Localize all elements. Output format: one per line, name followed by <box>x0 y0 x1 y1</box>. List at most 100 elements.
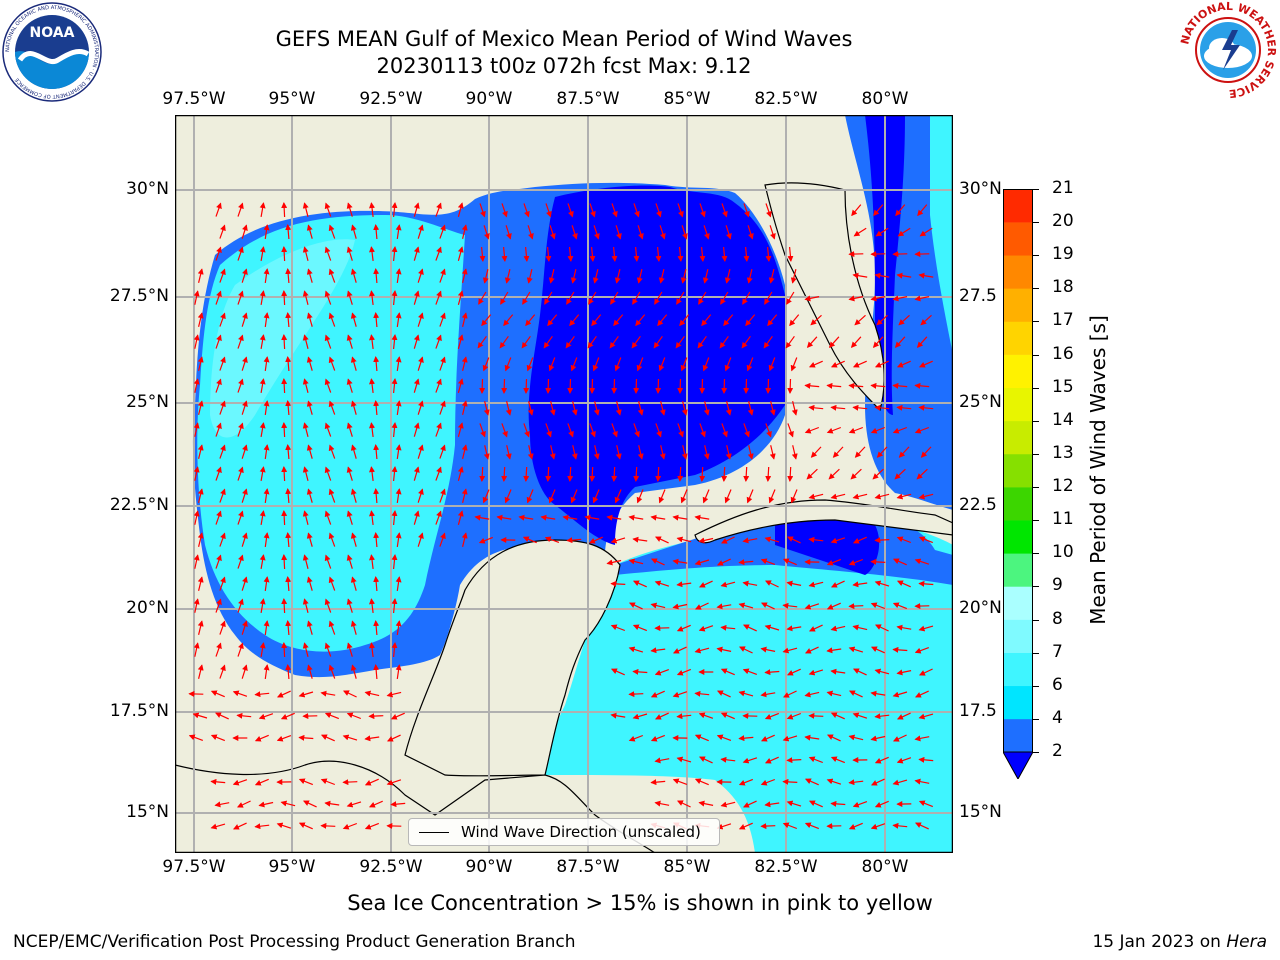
colorbar-segment-3 <box>1003 619 1033 653</box>
wind-arrow-255 <box>896 360 911 368</box>
colorbar-segment-13 <box>1003 288 1033 322</box>
wind-arrow-804 <box>364 822 380 830</box>
wind-arrow-810 <box>738 822 753 830</box>
wind-arrow-44 <box>527 225 534 240</box>
wind-arrow-298 <box>350 400 357 415</box>
wind-arrow-246 <box>702 357 710 372</box>
wind-arrow-171 <box>525 314 536 327</box>
map-border <box>175 115 953 853</box>
wind-arrow-21 <box>677 203 684 218</box>
wind-arrow-337 <box>457 422 464 437</box>
colorbar-label-15: 19 <box>1052 244 1074 265</box>
wind-arrow-608 <box>720 624 736 631</box>
wind-arrow-30 <box>219 224 226 239</box>
wind-arrow-384 <box>747 445 754 460</box>
wind-arrow-534 <box>716 558 731 566</box>
wind-arrow-787 <box>720 801 736 808</box>
lat-left-3: 22.5°N <box>109 495 169 515</box>
wind-arrow-520 <box>215 554 222 569</box>
wind-arrow-319 <box>808 404 824 411</box>
wind-arrow-396 <box>259 466 266 482</box>
wind-arrow-488 <box>263 532 270 547</box>
lon-bottom-4: 87.5°W <box>556 857 620 877</box>
wind-arrow-102 <box>439 268 446 283</box>
wind-arrow-5 <box>324 202 332 217</box>
wind-arrow-762 <box>650 779 666 786</box>
colorbar-segment-16 <box>1003 189 1033 223</box>
wind-arrow-493 <box>373 532 380 548</box>
wind-arrow-511 <box>764 536 780 543</box>
wind-arrow-397 <box>281 466 288 482</box>
wind-arrow-345 <box>633 423 640 438</box>
wind-arrow-410 <box>567 466 574 482</box>
wind-arrow-609 <box>742 624 757 632</box>
wind-arrow-310 <box>615 401 622 416</box>
wind-arrow-150 <box>786 291 795 305</box>
wind-arrow-8 <box>391 202 398 218</box>
wind-arrow-789 <box>764 801 780 808</box>
wind-arrow-373 <box>505 445 512 460</box>
wind-arrow-232 <box>395 356 402 371</box>
wind-arrow-644 <box>241 664 248 679</box>
wind-arrow-797 <box>210 823 226 830</box>
wind-arrow-193 <box>281 334 288 350</box>
colorbar-segment-12 <box>1003 321 1033 355</box>
wind-arrow-753 <box>210 778 226 785</box>
wind-arrow-139 <box>544 291 553 305</box>
wind-arrow-545 <box>219 576 226 591</box>
wind-arrow-237 <box>504 357 512 372</box>
wind-arrow-672 <box>298 691 314 698</box>
wind-arrow-158 <box>241 312 248 327</box>
wind-arrow-260 <box>259 378 266 394</box>
colorbar-label-4: 8 <box>1052 608 1063 629</box>
wind-arrow-502 <box>566 537 582 544</box>
wind-arrow-467 <box>324 510 332 525</box>
wind-arrow-344 <box>611 423 618 438</box>
wind-arrow-369 <box>417 444 424 459</box>
wind-arrow-574 <box>302 598 309 613</box>
wind-arrow-284 <box>787 378 794 394</box>
wind-arrow-717 <box>210 734 226 742</box>
wind-arrow-444 <box>570 489 578 504</box>
wind-arrow-779 <box>302 800 317 808</box>
wind-arrow-704 <box>676 713 692 720</box>
wind-arrow-104 <box>482 269 489 284</box>
wind-arrow-9 <box>413 202 420 217</box>
wind-arrow-701 <box>610 712 626 719</box>
wind-arrow-764 <box>694 778 709 786</box>
wind-arrow-679 <box>672 691 688 698</box>
wind-arrow-270 <box>479 378 486 394</box>
wind-arrow-101 <box>417 268 424 283</box>
wind-arrow-295 <box>285 400 292 416</box>
wind-arrow-305 <box>505 401 512 416</box>
wind-arrow-114 <box>702 269 709 284</box>
wind-arrow-221 <box>894 336 906 348</box>
wind-arrow-47 <box>593 225 600 240</box>
wind-arrow-437 <box>417 488 424 503</box>
wind-arrow-508 <box>698 537 714 544</box>
wind-arrow-559 <box>720 581 736 588</box>
wind-arrow-311 <box>637 401 644 416</box>
wind-arrow-72 <box>479 246 486 262</box>
wind-arrow-133 <box>413 290 420 305</box>
wind-arrow-105 <box>504 269 511 284</box>
wind-arrow-348 <box>699 423 706 438</box>
wind-arrow-314 <box>703 401 710 416</box>
wind-arrow-542 <box>892 558 907 566</box>
wind-arrow-540 <box>848 558 864 566</box>
wind-arrow-703 <box>654 712 669 720</box>
colorbar <box>1003 189 1033 779</box>
wind-arrow-191 <box>237 334 244 349</box>
wind-arrow-51 <box>681 225 688 240</box>
wind-arrow-364 <box>306 444 313 459</box>
wind-arrow-73 <box>501 246 508 262</box>
wind-arrow-140 <box>566 291 575 305</box>
wind-arrow-359 <box>197 444 204 459</box>
wind-arrow-513 <box>808 536 824 543</box>
wind-arrow-365 <box>328 444 336 459</box>
wind-arrow-186 <box>876 314 888 326</box>
lat-right-5: 17.5 <box>959 701 997 721</box>
wind-arrow-716 <box>188 734 204 741</box>
legend-label: Wind Wave Direction (unscaled) <box>461 823 701 841</box>
wind-arrow-477 <box>540 514 556 521</box>
